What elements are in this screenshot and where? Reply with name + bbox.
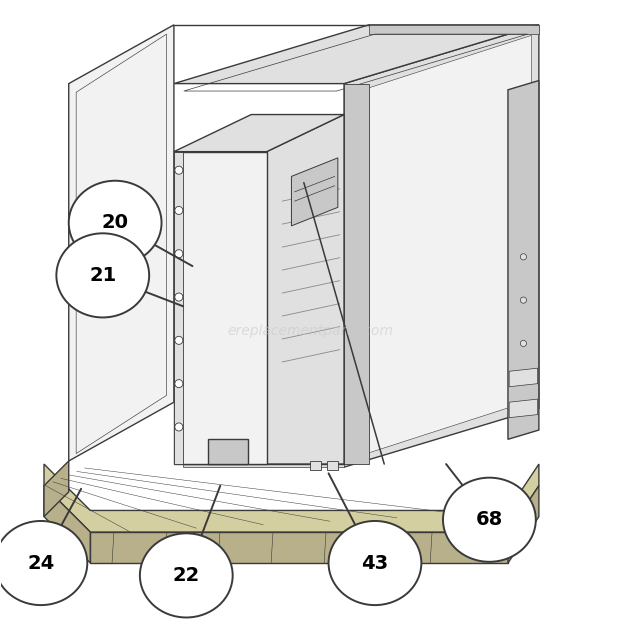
Polygon shape — [174, 152, 183, 464]
Polygon shape — [508, 81, 539, 439]
Polygon shape — [69, 25, 174, 461]
Polygon shape — [174, 114, 344, 152]
Text: 68: 68 — [476, 510, 503, 529]
Ellipse shape — [0, 521, 87, 605]
Ellipse shape — [329, 521, 422, 605]
Polygon shape — [291, 158, 338, 226]
Text: 21: 21 — [89, 266, 117, 285]
Polygon shape — [509, 399, 538, 418]
Text: ereplacementparts.com: ereplacementparts.com — [227, 324, 393, 338]
Ellipse shape — [69, 181, 162, 265]
Ellipse shape — [175, 206, 183, 214]
Ellipse shape — [175, 423, 183, 431]
Polygon shape — [344, 84, 369, 464]
Polygon shape — [208, 439, 248, 464]
Polygon shape — [174, 25, 539, 84]
Polygon shape — [44, 461, 69, 517]
Polygon shape — [508, 486, 539, 563]
Text: 22: 22 — [172, 566, 200, 585]
Polygon shape — [91, 532, 508, 563]
Ellipse shape — [175, 293, 183, 301]
Ellipse shape — [175, 166, 183, 174]
Polygon shape — [44, 486, 91, 563]
Polygon shape — [353, 36, 531, 458]
Ellipse shape — [175, 250, 183, 258]
Text: 20: 20 — [102, 213, 128, 232]
Polygon shape — [267, 114, 344, 464]
Ellipse shape — [520, 254, 526, 260]
Text: 43: 43 — [361, 554, 389, 572]
Ellipse shape — [520, 341, 526, 346]
Ellipse shape — [520, 297, 526, 303]
Polygon shape — [344, 25, 539, 467]
Polygon shape — [44, 464, 539, 532]
Polygon shape — [310, 461, 321, 470]
Polygon shape — [509, 368, 538, 387]
Ellipse shape — [56, 233, 149, 318]
Ellipse shape — [175, 379, 183, 388]
Polygon shape — [369, 25, 539, 34]
Text: 24: 24 — [27, 554, 55, 572]
Ellipse shape — [140, 533, 232, 618]
Polygon shape — [174, 152, 267, 464]
Ellipse shape — [175, 336, 183, 344]
Ellipse shape — [443, 478, 536, 562]
Polygon shape — [327, 461, 339, 470]
Polygon shape — [183, 464, 344, 467]
